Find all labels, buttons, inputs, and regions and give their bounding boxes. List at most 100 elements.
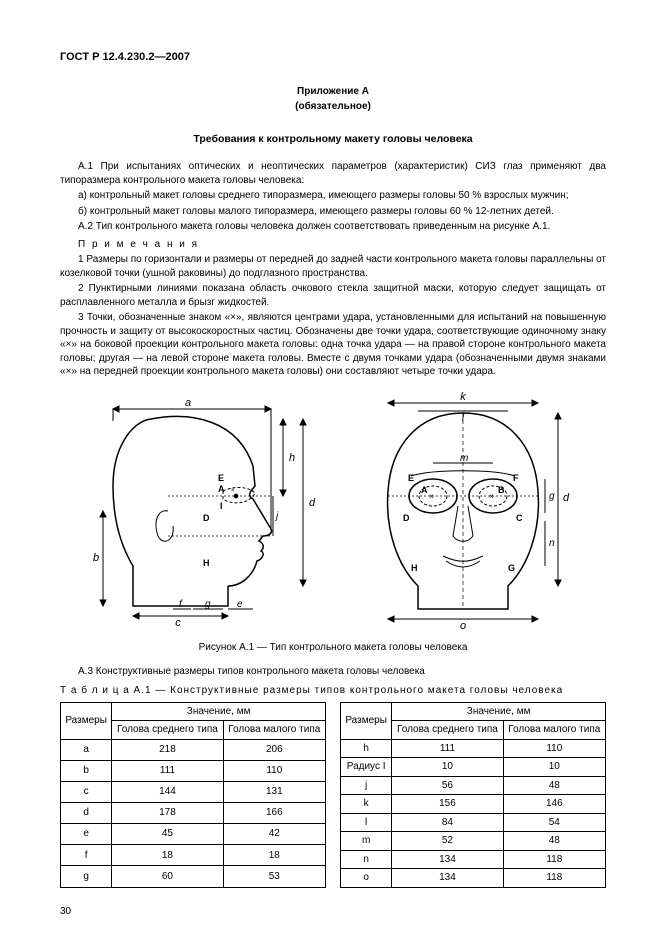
table-row: e4542 [61, 824, 326, 845]
page-number: 30 [60, 905, 71, 919]
table-row: n134118 [341, 850, 606, 869]
table-cell: 111 [392, 739, 503, 758]
svg-text:c: c [175, 617, 181, 629]
table-cell: e [61, 824, 112, 845]
svg-text:d: d [563, 492, 570, 504]
table-cell: 218 [112, 739, 223, 760]
table-cell: Радиус I [341, 758, 392, 777]
table-cell: 53 [223, 866, 325, 887]
table-cell: l [341, 813, 392, 832]
table-cell: 156 [392, 795, 503, 814]
figure-a1: × a h d [60, 391, 606, 636]
table-cell: 131 [223, 781, 325, 802]
table-row: m5248 [341, 832, 606, 851]
table-cell: 118 [503, 850, 605, 869]
table-row: c144131 [61, 781, 326, 802]
table-cell: g [61, 866, 112, 887]
table-cell: f [61, 845, 112, 866]
th-val: Значение, мм [392, 702, 606, 721]
svg-text:o: o [460, 620, 466, 631]
table-cell: n [341, 850, 392, 869]
svg-text:×: × [489, 492, 494, 501]
svg-text:D: D [203, 513, 210, 523]
table-row: k156146 [341, 795, 606, 814]
table-row: d178166 [61, 802, 326, 823]
note-3: 3 Точки, обозначенные знаком «×», являют… [60, 311, 606, 379]
para-a1: А.1 При испытаниях оптических и неоптиче… [60, 160, 606, 187]
svg-text:d: d [309, 497, 316, 509]
table-cell: 118 [503, 869, 605, 888]
table-cell: 10 [392, 758, 503, 777]
notes-header: П р и м е ч а н и я [60, 238, 606, 252]
svg-text:I: I [220, 501, 223, 511]
note-2: 2 Пунктирными линиями показана область о… [60, 282, 606, 309]
table-cell: 54 [503, 813, 605, 832]
table-cell: 56 [392, 776, 503, 795]
table-cell: 84 [392, 813, 503, 832]
page: ГОСТ Р 12.4.230.2—2007 Приложение А (обя… [0, 0, 661, 936]
table-cell: 146 [503, 795, 605, 814]
table-cell: 144 [112, 781, 223, 802]
document-id: ГОСТ Р 12.4.230.2—2007 [60, 50, 606, 65]
table-cell: 60 [112, 866, 223, 887]
table-cell: 45 [112, 824, 223, 845]
table-cell: 166 [223, 802, 325, 823]
table-caption: Т а б л и ц а А.1 — Конструктивные разме… [60, 684, 606, 698]
svg-text:k: k [460, 391, 466, 403]
svg-text:G: G [508, 563, 515, 573]
svg-text:j: j [274, 511, 279, 522]
table-cell: 18 [112, 845, 223, 866]
th-dim: Размеры [341, 702, 392, 739]
table-cell: 10 [503, 758, 605, 777]
table-cell: 178 [112, 802, 223, 823]
svg-text:H: H [411, 563, 418, 573]
table-left: Размеры Значение, мм Голова среднего тип… [60, 702, 326, 888]
table-row: f1818 [61, 845, 326, 866]
table-cell: 48 [503, 832, 605, 851]
figure-caption: Рисунок А.1 — Тип контрольного макета го… [60, 641, 606, 655]
para-a1b: б) контрольный макет головы малого типор… [60, 205, 606, 219]
table-cell: k [341, 795, 392, 814]
table-cell: 48 [503, 776, 605, 795]
table-cell: j [341, 776, 392, 795]
table-cell: 134 [392, 869, 503, 888]
svg-text:E: E [408, 473, 414, 483]
th-mid: Голова среднего типа [112, 721, 223, 740]
table-row: g6053 [61, 866, 326, 887]
section-title: Требования к контрольному макету головы … [60, 132, 606, 146]
th-small: Голова малого типа [503, 721, 605, 740]
para-a3: А.3 Конструктивные размеры типов контрол… [60, 665, 606, 679]
table-cell: o [341, 869, 392, 888]
table-cell: 18 [223, 845, 325, 866]
appendix-label: Приложение А [60, 85, 606, 99]
svg-text:f: f [179, 599, 183, 610]
para-a2: А.2 Тип контрольного макета головы челов… [60, 220, 606, 234]
table-row: Радиус I1010 [341, 758, 606, 777]
table-row: l8454 [341, 813, 606, 832]
th-mid: Голова среднего типа [392, 721, 503, 740]
table-a1: Размеры Значение, мм Голова среднего тип… [60, 702, 606, 888]
note-1: 1 Размеры по горизонтали и размеры от пе… [60, 253, 606, 280]
table-right: Размеры Значение, мм Голова среднего тип… [340, 702, 606, 888]
svg-text:n: n [549, 538, 555, 549]
table-cell: 206 [223, 739, 325, 760]
para-a1a: а) контрольный макет головы среднего тип… [60, 189, 606, 203]
table-cell: 111 [112, 760, 223, 781]
svg-text:×: × [429, 492, 434, 501]
appendix-mandatory: (обязательное) [60, 100, 606, 114]
table-cell: b [61, 760, 112, 781]
svg-text:h: h [289, 452, 295, 464]
table-cell: c [61, 781, 112, 802]
table-cell: a [61, 739, 112, 760]
svg-text:A: A [421, 485, 428, 495]
head-diagram-svg: × a h d [73, 391, 593, 631]
svg-text:g: g [205, 599, 211, 610]
svg-text:H: H [203, 558, 210, 568]
svg-text:b: b [93, 552, 99, 564]
th-small: Голова малого типа [223, 721, 325, 740]
svg-text:l: l [462, 413, 465, 424]
table-cell: 52 [392, 832, 503, 851]
table-row: o134118 [341, 869, 606, 888]
table-row: b111110 [61, 760, 326, 781]
svg-text:×: × [231, 488, 235, 494]
